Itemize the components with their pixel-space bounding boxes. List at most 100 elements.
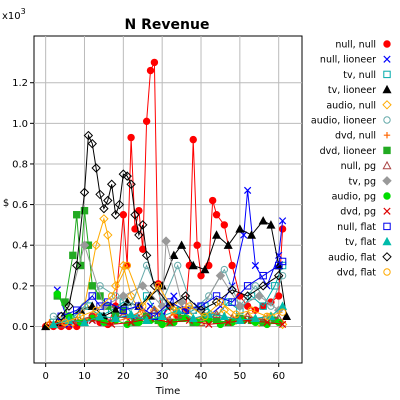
data-point-audio-lioneer	[220, 265, 229, 274]
legend-item-tv-flat: tv, flat	[345, 236, 392, 248]
legend-label: tv, null	[343, 70, 376, 81]
series-tv-flat	[48, 301, 288, 329]
axis-multiplier-exponent: 3	[21, 7, 26, 16]
data-point-tv-pg	[157, 301, 167, 311]
data-point-audio-flat	[106, 179, 117, 189]
data-point-audio-flat	[72, 260, 82, 271]
y-tick-label: 0.8	[12, 159, 28, 170]
data-point-dvd-flat	[154, 282, 162, 290]
data-point-dvd-lioneer	[80, 206, 89, 215]
data-point-null-null	[212, 211, 221, 219]
data-point-tv-lioneer	[266, 220, 276, 229]
data-point-tv-flat	[142, 315, 152, 325]
data-point-audio-null	[149, 305, 160, 315]
series-layer	[41, 58, 291, 331]
data-point-audio-flat	[99, 203, 109, 214]
data-point-audio-lioneer	[205, 292, 213, 300]
data-point-dvd-flat	[263, 312, 271, 320]
data-point-audio-flat	[130, 210, 140, 220]
data-point-tv-flat	[157, 311, 167, 320]
legend-label: dvd, pg	[340, 207, 376, 218]
data-point-audio-null	[110, 281, 121, 291]
data-point-audio-flat	[79, 187, 90, 198]
x-axis-label: Time	[155, 386, 180, 397]
data-point-dvd-flat	[232, 310, 240, 318]
legend-item-dvd-pg: dvd, pg	[340, 207, 391, 218]
data-point-audio-null	[118, 260, 129, 271]
x-tick-label: 60	[272, 371, 285, 382]
data-point-null-lioneer	[243, 186, 252, 194]
data-point-null-null	[139, 245, 147, 253]
data-point-dvd-pg	[108, 320, 116, 329]
legend-label: audio, lioneer	[311, 116, 376, 127]
data-point-null-null	[119, 211, 128, 219]
legend-label: null, lioneer	[320, 55, 376, 66]
data-point-null-flat	[57, 312, 65, 320]
data-point-null-flat	[73, 306, 81, 314]
data-point-audio-flat	[122, 171, 132, 181]
data-point-audio-flat	[103, 195, 113, 206]
data-point-tv-lioneer	[235, 224, 245, 233]
data-point-dvd-null	[124, 315, 131, 322]
legend-label: audio, flat	[328, 252, 376, 263]
legend-item-audio-null: audio, null	[326, 100, 392, 111]
axis-multiplier: x103	[2, 7, 26, 22]
data-point-audio-null	[103, 230, 113, 240]
legend-label: tv, lioneer	[328, 85, 376, 96]
x-tick-label: 50	[233, 371, 246, 382]
data-point-dvd-pg	[166, 318, 174, 327]
y-tick-label: 1.2	[12, 78, 28, 89]
data-point-dvd-lioneer	[88, 282, 96, 290]
data-point-audio-flat	[227, 285, 237, 295]
data-point-dvd-flat	[107, 292, 116, 300]
data-point-audio-flat	[258, 281, 268, 291]
data-point-null-null	[193, 241, 201, 249]
y-axis-label: $	[3, 198, 9, 209]
data-point-null-flat	[119, 306, 128, 314]
data-point-tv-pg	[161, 236, 171, 246]
series-tv-lioneer	[41, 216, 291, 331]
data-point-null-flat	[197, 302, 205, 310]
y-tick-label: 0.2	[12, 281, 28, 292]
data-point-null-flat	[274, 261, 283, 270]
data-point-audio-flat	[242, 291, 253, 301]
data-point-dvd-flat	[76, 312, 85, 320]
x-tick-label: 30	[156, 371, 169, 382]
data-point-audio-flat	[91, 163, 101, 173]
series-line-dvd-flat	[64, 264, 283, 323]
data-point-null-flat	[135, 302, 143, 310]
data-point-null-null	[274, 292, 283, 300]
data-point-audio-flat	[273, 270, 284, 281]
legend-marker-tv-pg	[382, 176, 392, 186]
data-point-null-flat	[88, 292, 96, 300]
legend-marker-audio-pg	[383, 192, 391, 200]
legend-item-dvd-null: dvd, null	[335, 131, 391, 142]
data-point-audio-lioneer	[127, 302, 135, 310]
x-tick-label: 40	[195, 371, 208, 382]
chart-title: N Revenue	[125, 17, 210, 33]
legend-label: dvd, flat	[337, 268, 377, 279]
data-point-audio-flat	[95, 189, 105, 200]
data-point-null-null	[220, 221, 229, 229]
data-point-tv-flat	[235, 315, 245, 325]
data-point-tv-lioneer	[157, 281, 167, 290]
legend-item-dvd-lioneer: dvd, lioneer	[320, 146, 391, 157]
data-point-null-lioneer	[170, 292, 178, 300]
data-point-tv-pg	[235, 301, 245, 311]
legend-marker-audio-null	[382, 100, 392, 110]
legend-label: audio, null	[326, 100, 376, 111]
series-audio-flat	[56, 130, 284, 321]
data-point-audio-flat	[141, 250, 152, 261]
data-point-tv-lioneer	[246, 230, 257, 239]
data-point-audio-flat	[134, 230, 144, 240]
data-point-null-null	[135, 206, 143, 215]
data-point-dvd-pg	[205, 320, 213, 329]
data-point-tv-flat	[219, 311, 229, 320]
legend-item-tv-lioneer: tv, lioneer	[328, 84, 392, 96]
data-point-null-null	[142, 117, 151, 126]
data-point-audio-flat	[64, 301, 74, 311]
legend-label: tv, pg	[349, 176, 376, 187]
data-point-dvd-flat	[123, 261, 131, 270]
legend-label: dvd, lioneer	[320, 146, 377, 157]
data-point-dvd-flat	[139, 302, 147, 310]
